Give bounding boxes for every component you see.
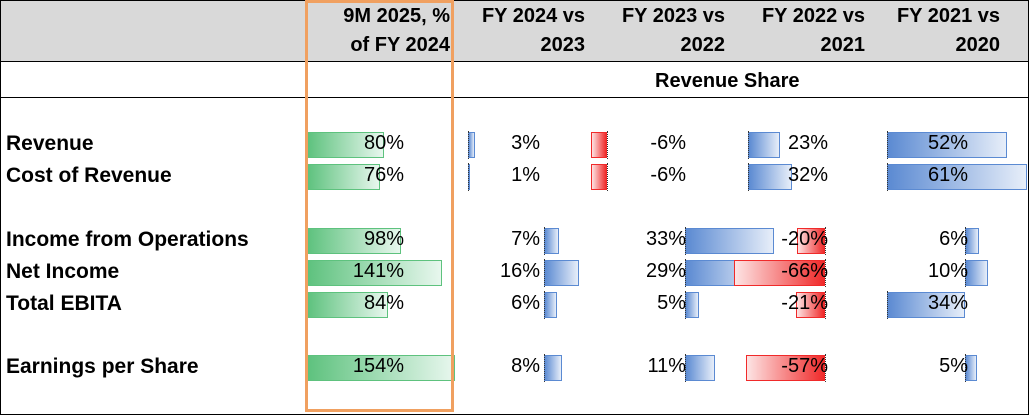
row-label[interactable]: Revenue — [6, 132, 94, 155]
data-bar — [748, 132, 780, 158]
data-bar — [887, 164, 1028, 190]
header-fy2023-vs-2022[interactable]: FY 2023 vs 2022 — [621, 5, 725, 56]
bar-axis — [685, 354, 686, 382]
bar-axis — [607, 163, 608, 191]
cell-value[interactable]: 154% — [352, 355, 404, 377]
data-area — [0, 97, 1029, 415]
data-bar — [590, 132, 607, 158]
bar-axis — [825, 259, 826, 287]
header-fy2024-vs-2023[interactable]: FY 2024 vs 2023 — [481, 5, 585, 56]
cell-value[interactable]: 1% — [511, 164, 540, 186]
data-bar — [685, 355, 715, 381]
cell-value[interactable]: 84% — [363, 292, 404, 314]
bar-axis — [825, 227, 826, 255]
data-bar — [544, 228, 560, 254]
cell-value[interactable]: -6% — [650, 164, 686, 186]
cell-value[interactable]: 5% — [939, 355, 968, 377]
bar-axis — [965, 227, 966, 255]
cell-value[interactable]: 7% — [511, 228, 540, 250]
cell-value[interactable]: 61% — [927, 164, 968, 186]
cell-value[interactable]: 80% — [363, 132, 404, 154]
cell-value[interactable]: -57% — [781, 355, 828, 377]
data-bar — [544, 260, 580, 286]
cell-value[interactable]: 10% — [927, 260, 968, 282]
data-bar — [887, 292, 966, 318]
bar-axis — [965, 259, 966, 287]
bar-axis — [468, 163, 469, 191]
bar-axis — [748, 163, 749, 191]
bar-axis — [607, 131, 608, 159]
bar-axis — [544, 291, 545, 319]
data-bar — [544, 355, 562, 381]
bar-axis — [544, 354, 545, 382]
bar-axis — [685, 291, 686, 319]
bar-axis — [748, 131, 749, 159]
cell-value[interactable]: 6% — [939, 228, 968, 250]
cell-value[interactable]: 33% — [645, 228, 686, 250]
cell-value[interactable]: 5% — [657, 292, 686, 314]
data-bar — [733, 260, 825, 286]
header-row — [0, 0, 1029, 62]
cell-value[interactable]: 11% — [647, 355, 686, 377]
data-bar — [748, 164, 793, 190]
cell-value[interactable]: -20% — [781, 228, 828, 250]
bar-axis — [825, 291, 826, 319]
row-label[interactable]: Total EBITA — [6, 292, 122, 315]
bar-axis — [825, 354, 826, 382]
row-label[interactable]: Cost of Revenue — [6, 164, 172, 187]
row-label[interactable]: Earnings per Share — [6, 355, 199, 378]
bar-axis — [965, 354, 966, 382]
cell-value[interactable]: 98% — [363, 228, 404, 250]
row-label[interactable]: Net Income — [6, 260, 120, 283]
header-fy2022-vs-2021[interactable]: FY 2022 vs 2021 — [761, 5, 865, 56]
data-bar — [307, 260, 443, 286]
bar-axis — [468, 131, 469, 159]
data-bar — [307, 228, 402, 254]
bar-axis — [887, 131, 888, 159]
data-bar — [685, 292, 699, 318]
cell-value[interactable]: 6% — [511, 292, 540, 314]
data-bar — [590, 164, 607, 190]
data-bar — [307, 292, 388, 318]
cell-value[interactable]: 8% — [511, 355, 540, 377]
cell-value[interactable]: 32% — [787, 164, 828, 186]
cell-value[interactable]: 23% — [787, 132, 828, 154]
row-label[interactable]: Income from Operations — [6, 228, 249, 251]
header-9m-2025[interactable]: 9M 2025, % of FY 2024 — [343, 5, 450, 56]
cell-value[interactable]: 76% — [363, 164, 404, 186]
cell-value[interactable]: -66% — [781, 260, 828, 282]
cell-value[interactable]: 141% — [352, 260, 404, 282]
cell-value[interactable]: -21% — [781, 292, 828, 314]
section-band — [0, 62, 1029, 98]
cell-value[interactable]: 16% — [499, 260, 540, 282]
cell-value[interactable]: 52% — [927, 132, 968, 154]
data-bar — [887, 132, 1007, 158]
bar-axis — [685, 259, 686, 287]
cell-value[interactable]: -6% — [650, 132, 686, 154]
data-bar — [544, 292, 558, 318]
bar-axis — [544, 227, 545, 255]
data-bar — [685, 228, 775, 254]
data-bar — [796, 292, 825, 318]
bar-axis — [887, 291, 888, 319]
cell-value[interactable]: 34% — [927, 292, 968, 314]
bar-axis — [685, 227, 686, 255]
data-bar — [965, 260, 988, 286]
cell-value[interactable]: 29% — [645, 260, 686, 282]
bar-axis — [544, 259, 545, 287]
cell-value[interactable]: 3% — [511, 132, 540, 154]
data-bar — [746, 355, 825, 381]
bar-axis — [887, 163, 888, 191]
header-fy2021-vs-2020[interactable]: FY 2021 vs 2020 — [896, 5, 1000, 56]
section-title[interactable]: Revenue Share — [655, 70, 800, 92]
data-bar — [797, 228, 825, 254]
data-bar — [307, 164, 380, 190]
